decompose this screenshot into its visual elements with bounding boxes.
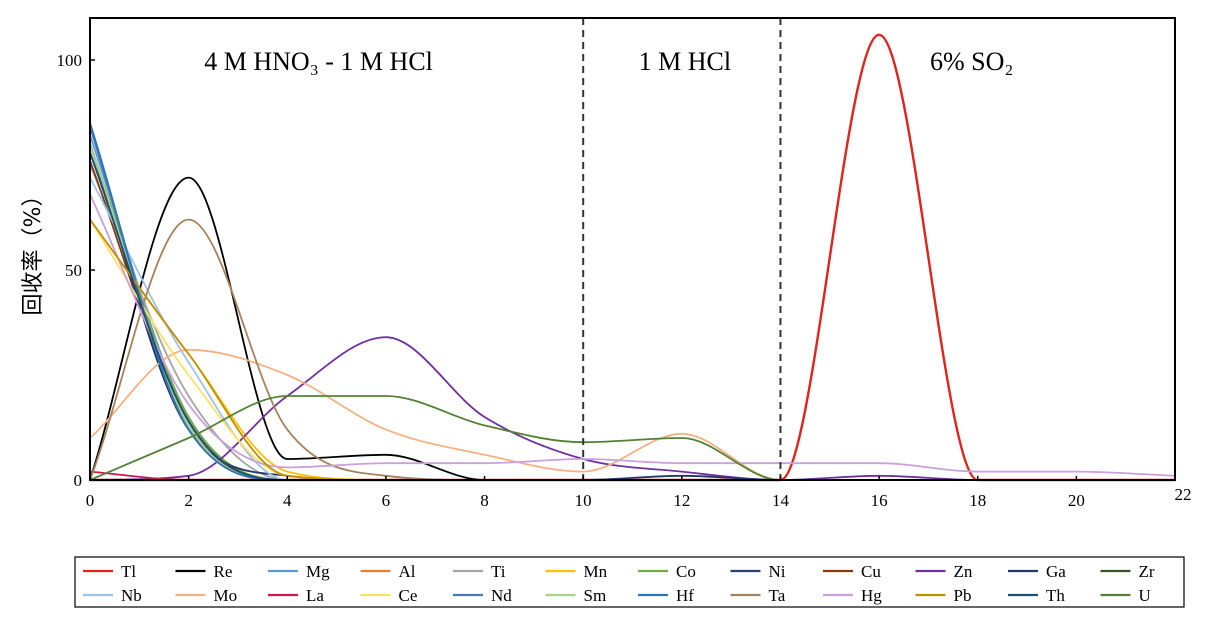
legend-label-mg: Mg [306, 562, 330, 581]
legend-label-ga: Ga [1046, 562, 1066, 581]
legend-label-u: U [1139, 586, 1151, 605]
y-tick-label: 0 [74, 471, 83, 490]
y-tick-label: 100 [57, 51, 83, 70]
legend-label-ce: Ce [399, 586, 418, 605]
plot-area [90, 18, 1175, 480]
x-tick-label: 4 [283, 491, 292, 510]
legend-label-th: Th [1046, 586, 1065, 605]
legend-label-co: Co [676, 562, 696, 581]
x-tick-label: 2 [184, 491, 193, 510]
legend-label-nd: Nd [491, 586, 512, 605]
legend-label-zr: Zr [1139, 562, 1155, 581]
legend: Tl Re Mg Al Ti Mn Co Ni Cu Zn Ga Zr Nb Mo La Ce Nd Sm Hf Ta… [74, 556, 1185, 608]
legend-label-al: Al [399, 562, 416, 581]
legend-label-mn: Mn [584, 562, 608, 581]
legend-label-ni: Ni [769, 562, 786, 581]
region-label: 6% SO₂ [930, 47, 1013, 76]
legend-label-cu: Cu [861, 562, 881, 581]
y-tick-label: 50 [65, 261, 82, 280]
legend-label-la: La [306, 586, 324, 605]
x-tick-label: 20 [1068, 491, 1085, 510]
x-tick-label: 6 [382, 491, 391, 510]
series-line-hg [89, 194, 1176, 477]
legend-label-zn: Zn [954, 562, 973, 581]
plot-frame [89, 17, 1176, 481]
x-tick-label: 14 [772, 491, 790, 510]
legend-label-hg: Hg [861, 586, 882, 605]
axes: 0 2 4 6 8 10 12 14 16 18 20 22 0 50 100 [57, 17, 1192, 510]
region-labels: 4 M HNO₃ - 1 M HCl 1 M HCl 6% SO₂ [204, 47, 1013, 76]
legend-box [74, 556, 1185, 608]
legend-label-pb: Pb [954, 586, 972, 605]
legend-label-hf: Hf [676, 586, 694, 605]
legend-label-tl: Tl [121, 562, 136, 581]
legend-label-re: Re [214, 562, 233, 581]
x-tick-label: 8 [480, 491, 489, 510]
region-dividers [582, 18, 782, 480]
x-tick-label: 12 [673, 491, 690, 510]
x-tick-label: 16 [871, 491, 888, 510]
x-tick-label: 0 [86, 491, 95, 510]
legend-label-ta: Ta [769, 586, 786, 605]
x-tick-label: 22 [1175, 485, 1192, 504]
region-label: 4 M HNO₃ - 1 M HCl [204, 47, 433, 76]
x-tick-label: 18 [969, 491, 986, 510]
x-tick-label: 10 [575, 491, 592, 510]
legend-label-nb: Nb [121, 586, 142, 605]
legend-label-sm: Sm [584, 586, 607, 605]
plot-background [90, 18, 1175, 480]
y-axis-title: 回收率（%） [21, 185, 46, 316]
region-label: 1 M HCl [639, 47, 731, 76]
legend-label-mo: Mo [214, 586, 238, 605]
legend-label-ti: Ti [491, 562, 506, 581]
